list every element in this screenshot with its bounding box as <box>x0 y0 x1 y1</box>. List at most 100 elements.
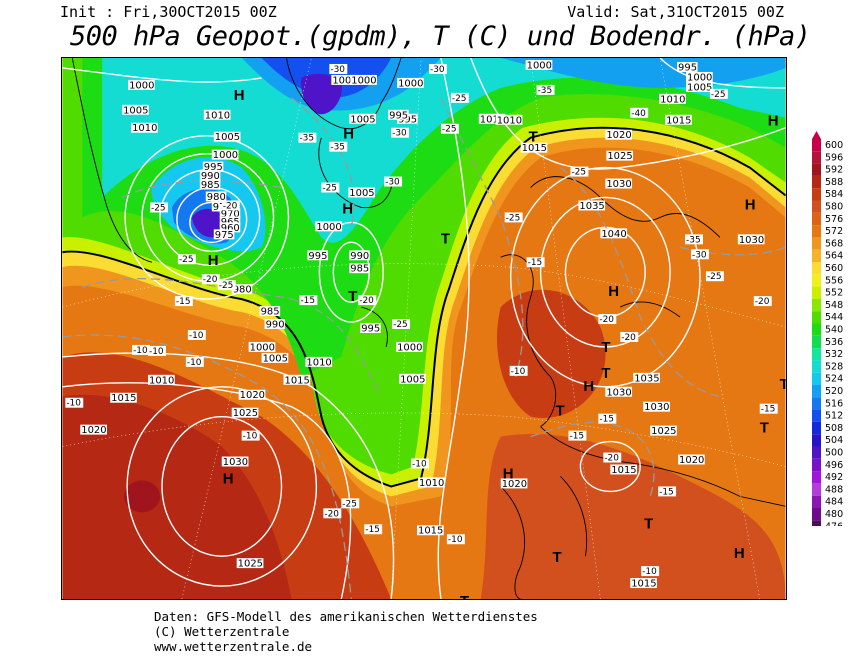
svg-text:975: 975 <box>215 230 234 241</box>
svg-text:-35: -35 <box>299 134 314 144</box>
isobar-label: 1015 <box>665 114 692 126</box>
isotherm-label: -15 <box>568 430 587 442</box>
isobar-label: 995 <box>388 109 409 121</box>
svg-text:-30: -30 <box>330 65 345 75</box>
svg-text:-30: -30 <box>385 178 400 188</box>
legend-swatch <box>812 471 821 484</box>
svg-text:-10: -10 <box>448 535 463 545</box>
footer-url[interactable]: www.wetterzentrale.de <box>154 639 313 654</box>
low-pressure-marker: T <box>529 129 538 146</box>
isobar-label: 1010 <box>418 477 445 489</box>
isotherm-label: -30 <box>391 127 410 139</box>
isobar-label: 1020 <box>238 389 266 401</box>
isotherm-label: -25 <box>341 498 360 509</box>
legend-swatch <box>812 188 821 201</box>
low-pressure-marker: T <box>644 515 653 532</box>
legend-swatch <box>812 483 821 496</box>
isobar-label: 1005 <box>686 81 713 93</box>
svg-text:1020: 1020 <box>679 455 704 466</box>
isobar-label: 1025 <box>606 150 634 162</box>
field-520-ne <box>500 58 786 88</box>
high-pressure-marker: H <box>768 113 779 130</box>
svg-text:1040: 1040 <box>601 229 626 240</box>
svg-text:1015: 1015 <box>522 143 547 154</box>
legend-label: 544 <box>825 312 843 323</box>
legend-swatch <box>812 323 821 336</box>
legend-label: 532 <box>825 349 843 360</box>
isotherm-label: -20 <box>221 200 240 211</box>
svg-text:1005: 1005 <box>349 188 374 199</box>
isobar-label: 985 <box>259 306 281 318</box>
svg-text:1000: 1000 <box>250 342 275 353</box>
field-592 <box>124 480 160 513</box>
svg-text:960: 960 <box>221 223 240 234</box>
isobar-label: 1000 <box>525 59 553 71</box>
svg-text:1015: 1015 <box>666 115 691 126</box>
legend-label: 560 <box>825 263 843 274</box>
legend-label: 568 <box>825 238 843 249</box>
svg-text:1030: 1030 <box>606 387 631 398</box>
legend-label: 548 <box>825 300 843 311</box>
svg-text:-20: -20 <box>223 201 238 211</box>
isotherm-label: -25 <box>321 182 340 194</box>
svg-text:1000: 1000 <box>687 72 712 83</box>
svg-text:-30: -30 <box>392 129 407 139</box>
isobar-label: 1030 <box>605 386 633 398</box>
svg-text:-15: -15 <box>599 415 614 425</box>
svg-text:-20: -20 <box>324 509 339 519</box>
svg-text:-15: -15 <box>365 525 380 535</box>
isotherm-label: -35 <box>329 141 348 153</box>
svg-text:1000: 1000 <box>332 75 357 86</box>
field-528 <box>102 58 786 243</box>
isobar-label: 1000 <box>686 71 713 83</box>
field-588-sw <box>62 394 292 599</box>
isotherm-label: -40 <box>630 107 649 119</box>
legend-swatch <box>812 348 821 361</box>
isobar-label: 1025 <box>236 558 264 570</box>
svg-text:1010: 1010 <box>660 94 685 105</box>
svg-text:-30: -30 <box>430 65 445 75</box>
isobar-label: 1010 <box>131 122 158 134</box>
legend-swatch <box>812 298 821 312</box>
isobar-label: 1015 <box>520 142 548 154</box>
svg-text:995: 995 <box>389 110 408 121</box>
isotherm-label: -35 <box>685 234 703 245</box>
svg-text:1005: 1005 <box>123 105 148 116</box>
isotherm-label: -25 <box>392 319 411 330</box>
high-pressure-marker: H <box>745 196 756 213</box>
isotherm-label: -10 <box>132 344 151 356</box>
svg-text:-10: -10 <box>642 567 657 577</box>
legend-swatch <box>812 175 821 189</box>
svg-text:-15: -15 <box>176 297 191 307</box>
legend-label: 480 <box>825 509 843 520</box>
legend-label: 596 <box>825 152 843 163</box>
low-pressure-marker: T <box>601 365 610 382</box>
isobar-label: 1000 <box>248 341 276 353</box>
legend-swatch <box>812 446 821 459</box>
legend-label: 500 <box>825 448 843 459</box>
isobar-label: 1005 <box>348 187 375 199</box>
high-pressure-marker: H <box>343 126 354 143</box>
svg-text:-35: -35 <box>330 143 345 153</box>
isobar-label: 1020 <box>605 129 633 141</box>
svg-text:1000: 1000 <box>316 222 341 233</box>
isotherm-label: -15 <box>174 296 193 307</box>
isobar-label: 1040 <box>600 228 628 240</box>
legend-swatch <box>812 212 821 226</box>
legend-swatch <box>812 520 821 526</box>
svg-text:-35: -35 <box>538 86 553 96</box>
low-pressure-marker: T <box>760 420 769 437</box>
svg-text:995: 995 <box>204 162 223 173</box>
isobar-label: 1030 <box>643 401 670 413</box>
valid-time: Valid: Sat,31OCT2015 00Z <box>567 3 784 21</box>
isobar-label: 1000 <box>397 77 424 89</box>
svg-text:1000: 1000 <box>527 60 552 71</box>
low-pressure-marker: T <box>780 376 787 393</box>
svg-text:-25: -25 <box>442 125 457 135</box>
legend-swatch <box>812 409 821 422</box>
isobar-label: 1015 <box>630 578 657 590</box>
isobar-label: 980 <box>205 191 227 203</box>
isobar-label: 1010 <box>148 374 175 386</box>
svg-text:1010: 1010 <box>306 357 331 368</box>
legend-label: 580 <box>825 202 843 213</box>
